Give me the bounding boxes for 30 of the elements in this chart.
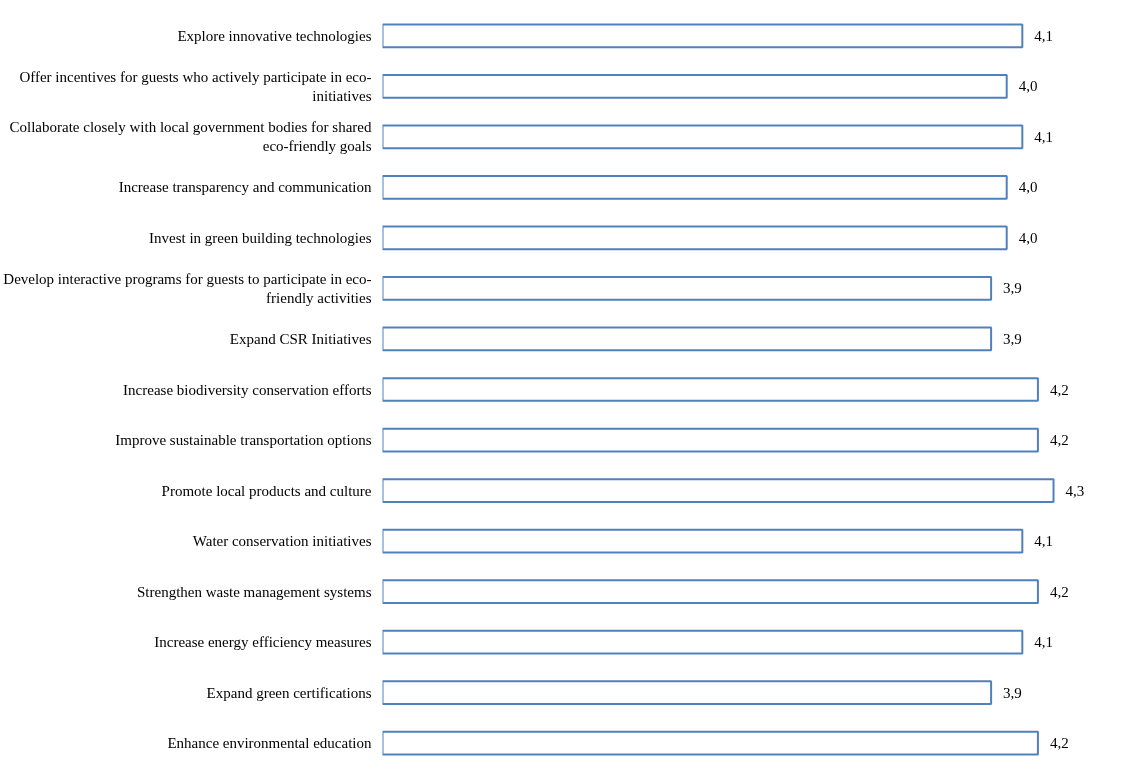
y-tick-label: Improve sustainable transportation options bbox=[115, 432, 372, 449]
y-tick-label: Expand CSR Initiatives bbox=[229, 330, 372, 347]
data-label: 3,9 bbox=[1003, 280, 1022, 297]
data-label: 4,2 bbox=[1049, 583, 1069, 600]
data-label: 4,2 bbox=[1049, 381, 1069, 398]
data-label: 4,2 bbox=[1049, 735, 1069, 752]
data-label: 4,1 bbox=[1034, 533, 1054, 550]
y-tick-label: Strengthen waste management systems bbox=[136, 583, 372, 600]
y-tick-label: Promote local products and culture bbox=[161, 482, 372, 499]
y-tick-label: Develop interactive programs for guests to participate in eco-friendly activities bbox=[3, 270, 372, 307]
data-label: 3,9 bbox=[1003, 684, 1022, 701]
y-tick-label: Enhance environmental education bbox=[167, 735, 372, 752]
y-tick-label: Collaborate closely with local government bodies for shared eco-friendly goals bbox=[9, 119, 372, 155]
y-tick-label: Expand green certifications bbox=[206, 684, 372, 701]
y-tick-label: Increase biodiversity conservation efforts bbox=[123, 381, 372, 398]
data-label: 3,9 bbox=[1003, 330, 1022, 347]
data-label: 4,2 bbox=[1049, 432, 1069, 449]
data-label: 4,0 bbox=[1018, 229, 1038, 246]
y-tick-label: Increase transparency and communication bbox=[118, 179, 372, 196]
y-tick-label: Invest in green building technologies bbox=[149, 229, 372, 246]
y-tick-label: Increase energy efficiency measures bbox=[154, 634, 372, 651]
data-label: 4,0 bbox=[1018, 78, 1038, 95]
data-label: 4,1 bbox=[1034, 27, 1054, 44]
data-label: 4,1 bbox=[1034, 128, 1054, 145]
data-label: 4,3 bbox=[1065, 482, 1085, 499]
data-label: 4,1 bbox=[1034, 634, 1054, 651]
y-tick-label: Water conservation initiatives bbox=[192, 533, 372, 550]
y-tick-label: Explore innovative technologies bbox=[177, 27, 372, 44]
data-label: 4,0 bbox=[1018, 179, 1038, 196]
y-tick-label: Offer incentives for guests who actively participate in eco-initiatives bbox=[19, 68, 372, 104]
